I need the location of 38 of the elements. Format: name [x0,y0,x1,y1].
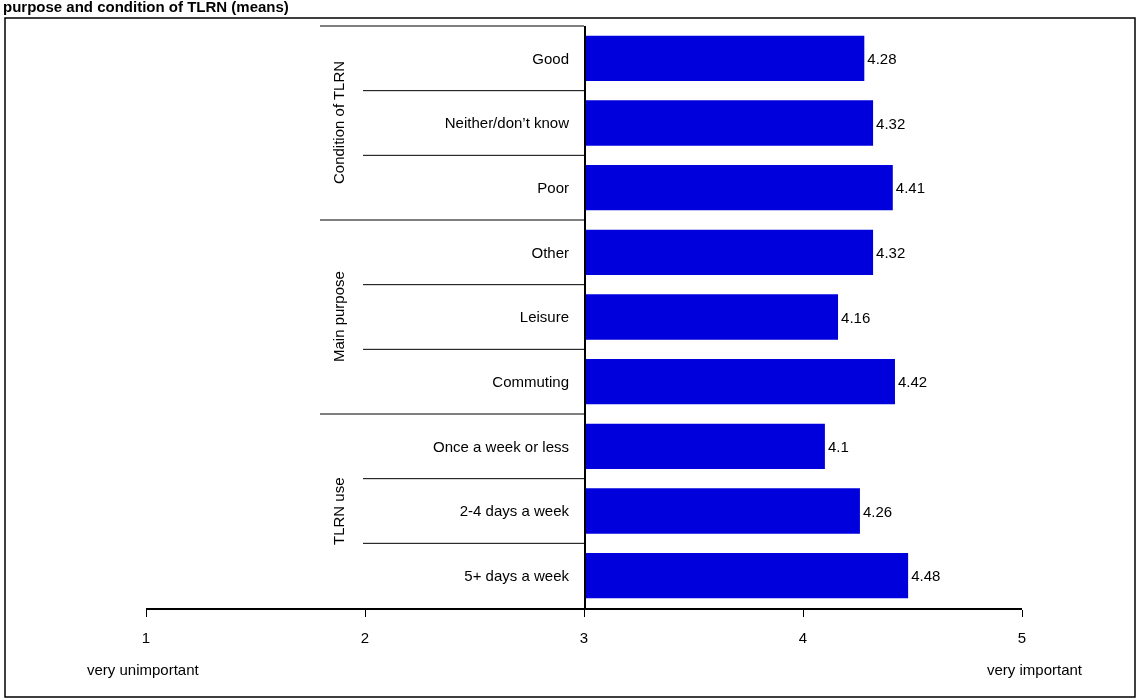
data-label: 4.28 [867,49,897,67]
y-tick-label: Leisure [519,308,569,326]
data-label: 4.42 [897,373,928,391]
bar [584,553,909,599]
y-tick-label: 2-4 days a week [459,502,570,520]
x-tick-label: 4 [798,628,808,646]
y-tick-label: Neither/don’t know [444,114,570,132]
data-label: 4.16 [841,308,871,326]
bar [584,423,825,469]
x-tick-label: 2 [360,628,370,646]
data-label: 4.48 [911,567,941,585]
data-label: 4.41 [895,179,925,197]
data-label: 4.26 [862,502,893,520]
x-tick-label: 3 [579,628,589,646]
data-label: 4.32 [876,243,906,261]
bar [584,35,865,81]
text: very important [987,661,1083,678]
y-tick-label: Commuting [492,372,569,390]
y-tick-label: Other [531,243,569,261]
bar [584,488,860,534]
y-tick-label: Good [532,49,569,67]
x-tick-label: 5 [1017,628,1027,646]
bar [584,359,895,405]
bar [584,100,874,146]
annotation: Main purpose [330,271,347,362]
annotation: TLRN use [330,477,347,545]
bar [584,165,893,211]
chart-title: purpose and condition of TLRN (means) [3,0,289,15]
data-label: 4.1 [827,437,849,455]
y-tick-label: 5+ days a week [464,566,570,584]
data-label: 4.32 [876,114,906,132]
annotation: Condition of TLRN [330,60,347,184]
bar [584,294,839,340]
y-tick-label: Poor [537,178,569,196]
y-tick-label: Once a week or less [433,437,569,455]
text: very unimportant [87,661,200,678]
bar [584,229,874,275]
x-tick-label: 1 [141,628,151,646]
